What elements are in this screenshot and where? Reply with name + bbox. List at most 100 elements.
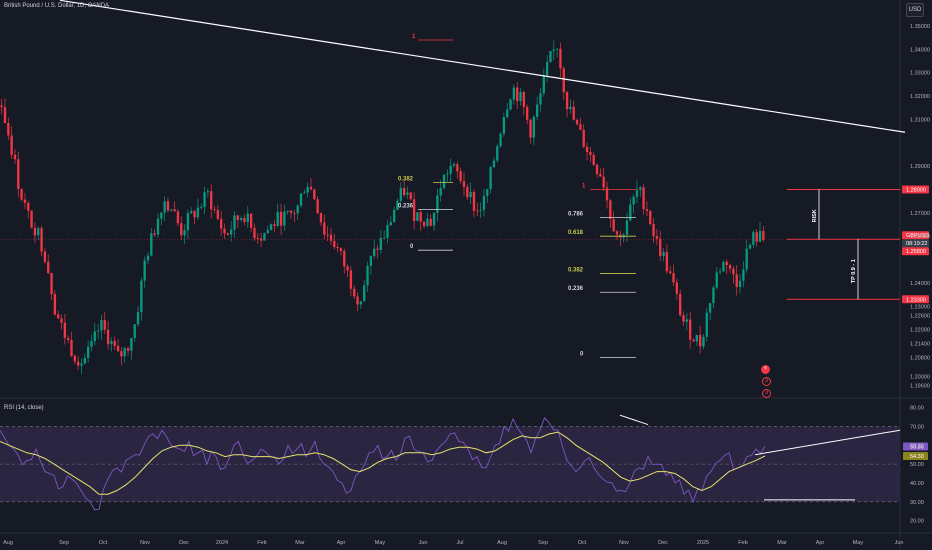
stop-price-tag-bg	[902, 185, 929, 194]
candle-body	[116, 345, 120, 352]
time-tick-label: Jun	[895, 540, 904, 546]
candle-body	[589, 151, 592, 155]
rsi-tick-label: 70.00	[910, 424, 924, 430]
candle-body	[456, 164, 459, 172]
time-tick-label: Feb	[257, 540, 266, 546]
candle-body	[685, 319, 689, 322]
candle-body	[406, 192, 409, 195]
time-tick-label: 2024	[216, 540, 228, 546]
candle-body	[632, 196, 635, 205]
candle-body	[339, 248, 343, 251]
candle-body	[512, 87, 516, 100]
candle-body	[163, 201, 166, 213]
candle-body	[432, 212, 436, 226]
rsi-ma-value-tag	[903, 452, 928, 461]
candle-body	[409, 192, 412, 200]
candle-body	[612, 219, 615, 232]
price-tick-label: 1.33000	[910, 71, 930, 77]
candle-body	[579, 124, 582, 130]
candle-body	[17, 159, 20, 189]
rsi-tick-label: 40.00	[910, 481, 924, 487]
candle-body	[552, 49, 555, 51]
rsi-ma-value-text: 54.30	[910, 454, 924, 460]
candle-body	[522, 91, 526, 107]
candle-body	[695, 334, 698, 342]
time-tick-label: Sep	[538, 540, 548, 546]
time-tick-label: Jun	[419, 540, 428, 546]
time-tick-label: Dec	[179, 540, 189, 546]
tp-label: TP 0.9 - 1	[851, 259, 857, 283]
time-tick-label: Jul	[456, 540, 463, 546]
candle-body	[682, 315, 685, 322]
candle-body	[123, 348, 126, 357]
rsi-title[interactable]: RSI (14, close)	[4, 405, 44, 411]
candle-body	[649, 211, 652, 224]
candle-body	[243, 217, 246, 222]
event-flag-earnings[interactable]: 3	[762, 377, 771, 386]
candle-body	[436, 195, 439, 213]
candle-body	[196, 207, 200, 218]
candle-body	[7, 123, 10, 136]
candle-body	[442, 174, 446, 189]
drawings: 1 0.382 0.236 0 1 0.786 0.618 0.382 0.236 0 RISK TP…	[0, 0, 929, 359]
candle-body	[296, 205, 299, 214]
candle-body	[645, 209, 649, 212]
candle-body	[210, 191, 213, 210]
candle-body	[20, 188, 23, 200]
candle-body	[170, 209, 173, 211]
price-tick-label: 1.27000	[910, 211, 930, 217]
candle-body	[585, 146, 589, 152]
candle-body	[156, 218, 160, 235]
candle-body	[293, 212, 296, 214]
candle-body	[669, 271, 672, 274]
price-tick-label: 1.31000	[910, 117, 930, 123]
price-tick-label: 1.19600	[910, 384, 930, 390]
candle-body	[516, 87, 519, 102]
candle-body	[439, 188, 442, 196]
time-tick-label: Apr	[337, 540, 346, 546]
symbol-title[interactable]: British Pound / U.S. Dollar, 1D, OANDA	[4, 3, 110, 9]
time-tick-label: May	[853, 540, 864, 546]
candle-body	[143, 260, 146, 281]
candle-body	[239, 217, 243, 220]
candle-body	[47, 261, 50, 273]
candle-body	[37, 228, 40, 236]
event-flag-lightning[interactable]: ⚡	[761, 365, 770, 374]
countdown-tag: 08:19:22	[906, 241, 927, 247]
candle-body	[559, 48, 562, 69]
candle-body	[73, 356, 77, 362]
candle-body	[572, 106, 575, 120]
candle-body	[642, 187, 645, 210]
target-price-tag: 1.23300	[906, 297, 926, 303]
candle-body	[200, 206, 203, 208]
time-tick-label: Mar	[295, 540, 305, 546]
candle-body	[486, 189, 489, 196]
candle-body	[50, 272, 53, 295]
candle-body	[130, 337, 133, 351]
candle-body	[386, 225, 389, 238]
event-flag-dividends[interactable]: 3	[762, 389, 771, 398]
candle-body	[40, 228, 43, 252]
candle-body	[545, 61, 549, 76]
rsi-tick-label: 30.00	[910, 500, 924, 506]
price-tick-label: 1.21400	[910, 342, 930, 348]
price-tick-label: 1.20800	[910, 356, 930, 362]
candle-body	[555, 48, 559, 50]
time-tick-label: Feb	[738, 540, 747, 546]
candle-body	[269, 224, 273, 230]
currency-button[interactable]: USD	[906, 3, 924, 17]
candle-body	[206, 191, 210, 193]
candle-body	[333, 240, 336, 248]
candle-body	[346, 266, 349, 271]
candle-body	[542, 75, 545, 94]
time-tick-label: Aug	[497, 540, 507, 546]
candle-body	[745, 248, 748, 270]
candle-body	[106, 329, 110, 345]
candle-body	[266, 229, 269, 234]
candle-body	[223, 228, 226, 234]
candle-body	[748, 244, 752, 249]
candle-body	[90, 341, 93, 347]
price-tick-label: 1.34000	[910, 47, 930, 53]
candle-body	[193, 211, 196, 218]
